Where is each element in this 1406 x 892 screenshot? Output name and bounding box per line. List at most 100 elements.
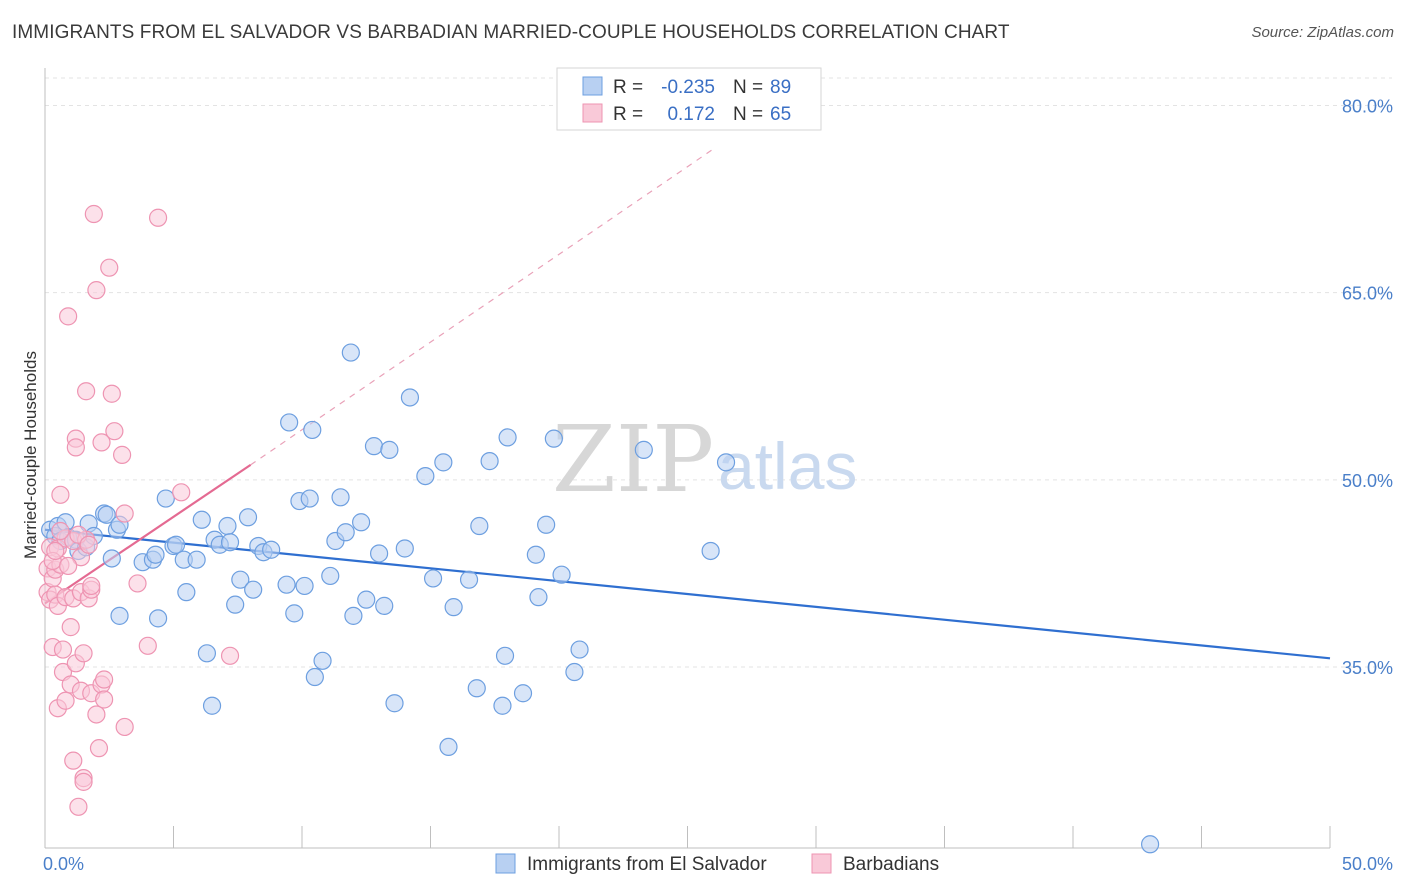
data-point (370, 544, 389, 563)
data-point (172, 483, 191, 502)
data-point (87, 705, 106, 724)
data-point (110, 606, 129, 625)
stats-r-value: -0.235 (661, 77, 715, 98)
data-point (220, 533, 240, 552)
chart-title: IMMIGRANTS FROM EL SALVADOR VS BARBADIAN… (12, 22, 1010, 43)
data-point (69, 797, 88, 816)
data-point (467, 679, 486, 698)
data-point (112, 445, 132, 464)
data-point (46, 541, 65, 561)
data-point (537, 515, 556, 534)
data-point (138, 636, 157, 655)
data-point (128, 574, 147, 593)
data-point (634, 440, 653, 459)
data-point (92, 433, 111, 452)
stats-r-value: 0.172 (667, 104, 715, 125)
data-point (529, 588, 548, 607)
data-point (341, 343, 360, 362)
data-point (444, 598, 463, 617)
y-tick-label: 50.0% (1342, 471, 1393, 491)
data-point (59, 556, 78, 576)
x-tick-label: 0.0% (43, 854, 84, 874)
data-point (321, 566, 340, 586)
data-point (313, 651, 332, 670)
data-point (187, 550, 206, 569)
y-tick-label: 35.0% (1342, 658, 1393, 678)
trend-line-0 (44, 528, 1331, 660)
data-point (226, 595, 245, 614)
data-point (156, 489, 175, 508)
data-point (115, 717, 134, 737)
data-point (716, 453, 736, 472)
y-tick-label: 80.0% (1342, 96, 1393, 116)
tick-labels: 80.0% 65.0% 50.0% 35.0% 0.0% 50.0% (43, 96, 1393, 874)
data-point (56, 691, 75, 710)
data-point (277, 575, 296, 594)
data-point (89, 739, 109, 758)
stats-r-label: R = (613, 104, 643, 125)
watermark-atlas: atlas (718, 429, 857, 503)
data-point (105, 422, 124, 441)
data-point (423, 569, 443, 588)
stats-swatch (582, 103, 603, 123)
legend-swatch (811, 853, 832, 874)
stats-n-label: N = (733, 77, 763, 98)
data-point (439, 737, 458, 757)
data-point (66, 438, 85, 457)
data-point (87, 281, 106, 300)
stats-n-value: 89 (770, 77, 791, 98)
data-point (470, 516, 489, 536)
data-point (513, 684, 533, 703)
data-point (336, 523, 355, 542)
trend-line-1 (44, 463, 252, 605)
data-point (238, 508, 258, 527)
data-point (102, 549, 121, 568)
stats-r-label: R = (613, 77, 643, 98)
data-point (197, 644, 217, 663)
data-point (1140, 835, 1160, 854)
data-point (95, 690, 114, 709)
data-point (177, 583, 196, 602)
stats-n-label: N = (733, 104, 763, 125)
data-point (102, 384, 121, 403)
data-point (331, 488, 350, 507)
series-legend: Immigrants from El Salvador Barbadians (495, 853, 939, 875)
data-point (84, 204, 103, 224)
data-point (385, 694, 404, 713)
data-point (352, 513, 371, 532)
trend-line-extended-1 (250, 148, 714, 466)
data-point (375, 596, 394, 615)
data-point (357, 590, 376, 609)
data-point (51, 485, 70, 504)
data-point (100, 258, 119, 277)
y-tick-label: 65.0% (1342, 284, 1393, 304)
data-point (495, 646, 515, 665)
data-point (493, 696, 512, 715)
y-axis-title: Married-couple Households (21, 351, 40, 559)
axes (44, 68, 1331, 849)
data-point (218, 516, 237, 536)
data-point (480, 452, 499, 471)
stats-swatch (582, 76, 603, 96)
data-point (565, 662, 584, 682)
legend-swatch (495, 853, 516, 874)
data-point (59, 307, 78, 326)
x-tick-label: 50.0% (1342, 854, 1393, 874)
data-point (364, 437, 384, 456)
data-point (148, 208, 168, 227)
data-point (498, 428, 517, 447)
series-points-1 (38, 204, 240, 816)
data-point (305, 667, 324, 687)
data-point (416, 466, 435, 486)
data-point (303, 420, 322, 440)
data-point (526, 545, 545, 564)
data-point (570, 640, 589, 659)
data-point (74, 644, 93, 663)
data-point (295, 576, 314, 596)
data-point (97, 505, 116, 524)
data-point (380, 440, 399, 459)
data-point (459, 570, 479, 589)
data-point (231, 570, 250, 589)
data-point (192, 510, 211, 529)
